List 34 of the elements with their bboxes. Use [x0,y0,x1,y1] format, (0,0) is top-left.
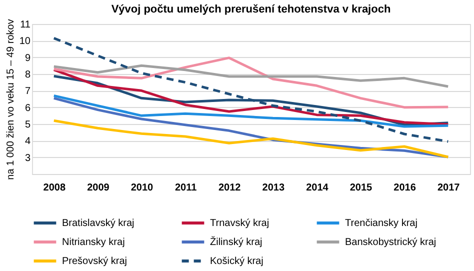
y-tick-label: 6 [24,102,31,114]
line-series [52,119,450,158]
legend-label: Banskobystrický kraj [345,237,436,248]
x-tick-label: 2012 [218,182,242,194]
y-tick-label: 5 [24,120,31,130]
chart-title: Vývoj počtu umelých prerušení tehotenstva v krajoch [111,4,391,16]
x-tick-label: 2010 [130,182,154,194]
legend-label: Bratislavský kraj [62,218,134,229]
x-tick-label: 2014 [306,182,329,194]
y-tick-label: 7 [24,86,31,98]
line-series [52,56,450,109]
line-series [52,64,450,88]
y-axis-title: na 1 000 žien vo veku 15 – 49 rokov [5,19,16,180]
x-tick-label: 2008 [43,182,66,194]
y-tick-label: 10 [19,36,31,48]
line-series [52,94,450,128]
legend-label: Trnavský kraj [210,218,270,229]
x-tick-label: 2016 [394,182,416,194]
y-tick-label: 8 [24,70,31,80]
y-tick-label: 3 [24,152,31,164]
legend-label: Košický kraj [210,256,264,267]
legend-label: Trenčiansky kraj [345,218,418,229]
x-tick-label: 2011 [174,182,198,194]
line-series [52,36,450,143]
legend-label: Nitriansky kraj [62,237,125,248]
y-tick-label: 4 [24,136,31,148]
x-tick-label: 2013 [262,182,285,194]
x-tick-label: 2009 [87,182,110,194]
legend-label: Prešovský kraj [62,256,128,267]
legend-label: Žilinský kraj [210,236,262,248]
y-tick-label: 11 [20,20,31,30]
y-tick-label: 9 [24,52,31,64]
x-tick-label: 2015 [350,182,373,194]
x-tick-label: 2017 [437,182,460,194]
